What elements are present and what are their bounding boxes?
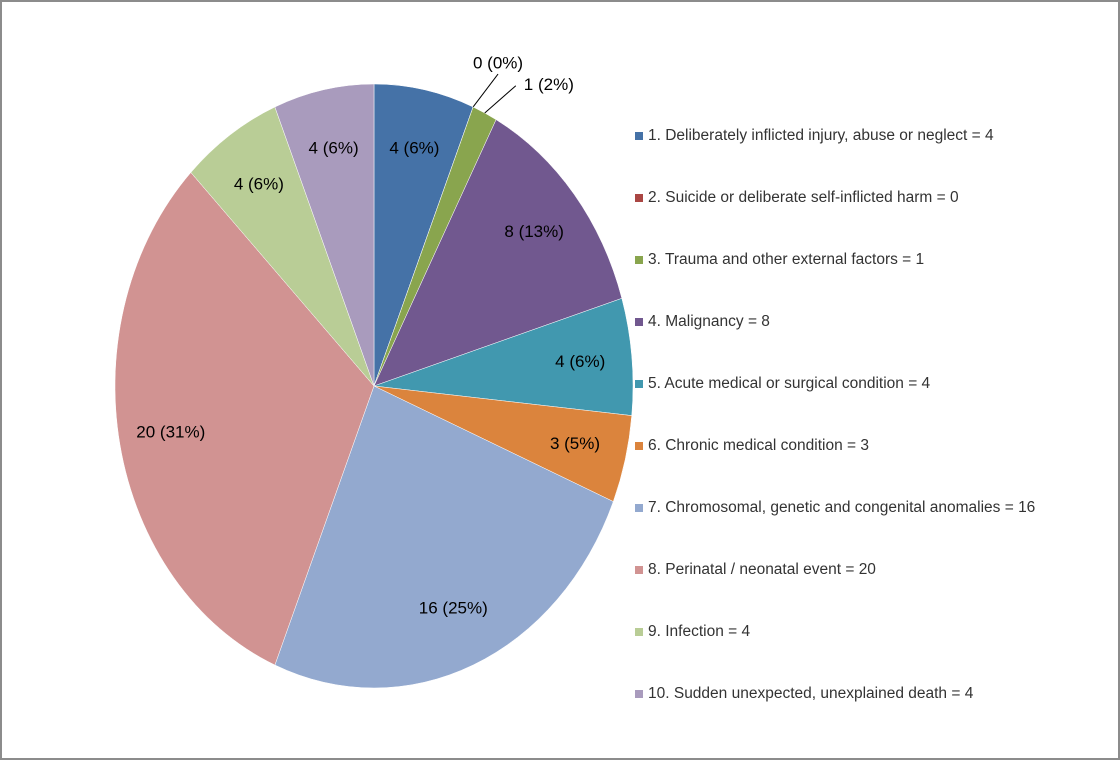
legend-swatch [635, 566, 643, 574]
data-label: 0 (0%) [473, 54, 523, 73]
legend-label: 6. Chronic medical condition = 3 [648, 437, 869, 454]
legend-label: 8. Perinatal / neonatal event = 20 [648, 561, 876, 578]
leader-line [484, 85, 517, 114]
legend-swatch [635, 442, 643, 450]
pie-slice [190, 106, 375, 387]
legend-swatch [635, 318, 643, 326]
data-label: 1 (2%) [524, 75, 574, 94]
legend-item: 2. Suicide or deliberate self-inflicted … [635, 188, 1113, 208]
legend-item: 9. Infection = 4 [635, 622, 1113, 642]
data-label: 4 (6%) [389, 139, 439, 158]
legend-swatch [635, 194, 643, 202]
legend-label: 5. Acute medical or surgical condition =… [648, 375, 931, 392]
pie-slice [274, 83, 375, 387]
data-label: 3 (5%) [550, 434, 600, 453]
legend-item: 1. Deliberately inflicted injury, abuse … [635, 126, 1113, 146]
data-label: 4 (6%) [309, 139, 359, 158]
legend-item: 3. Trauma and other external factors = 1 [635, 250, 1113, 270]
legend-label: 10. Sudden unexpected, unexplained death… [648, 685, 974, 702]
legend-swatch [635, 628, 643, 636]
legend-item: 6. Chronic medical condition = 3 [635, 436, 1113, 456]
data-label: 16 (25%) [419, 599, 488, 618]
data-label: 8 (13%) [504, 222, 564, 241]
data-label: 4 (6%) [555, 352, 605, 371]
legend-item: 4. Malignancy = 8 [635, 312, 1113, 332]
pie-slice [274, 385, 614, 689]
pie-slice [373, 119, 623, 387]
legend-swatch [635, 380, 643, 388]
legend-item: 10. Sudden unexpected, unexplained death… [635, 684, 1113, 704]
legend-item: 5. Acute medical or surgical condition =… [635, 374, 1113, 394]
pie-slice [373, 298, 634, 416]
legend-label: 9. Infection = 4 [648, 623, 751, 640]
legend-label: 3. Trauma and other external factors = 1 [648, 251, 925, 268]
legend-swatch [635, 690, 643, 698]
legend-label: 2. Suicide or deliberate self-inflicted … [648, 189, 959, 206]
pie-slice [114, 172, 375, 666]
legend-label: 4. Malignancy = 8 [648, 313, 770, 330]
legend-item: 8. Perinatal / neonatal event = 20 [635, 560, 1113, 580]
legend-item: 7. Chromosomal, genetic and congenital a… [635, 498, 1113, 518]
legend-label: 1. Deliberately inflicted injury, abuse … [648, 127, 994, 144]
legend-label: 7. Chromosomal, genetic and congenital a… [648, 499, 1036, 516]
leader-line [472, 73, 499, 108]
legend-swatch [635, 132, 643, 140]
data-label: 20 (31%) [136, 423, 205, 442]
legend-swatch [635, 504, 643, 512]
legend-swatch [635, 256, 643, 264]
data-label: 4 (6%) [234, 175, 284, 194]
pie-slice [373, 83, 474, 387]
